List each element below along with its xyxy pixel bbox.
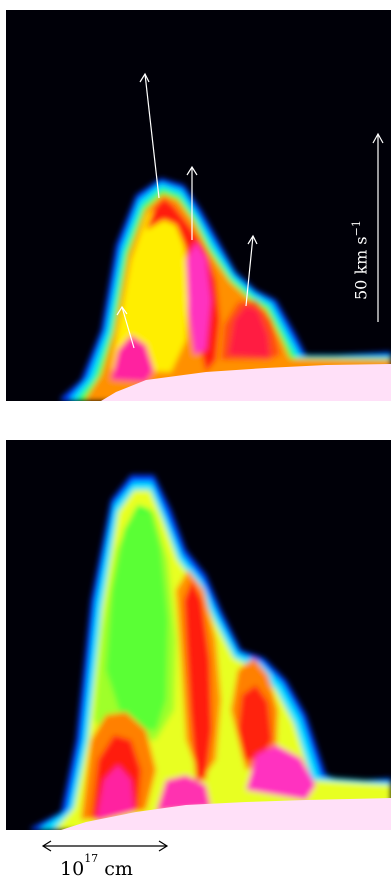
length-scale-unit: cm — [104, 858, 133, 880]
length-scale-exponent: 17 — [84, 852, 99, 865]
layer-magenta-left — [96, 765, 134, 822]
length-scale-left-head — [41, 840, 52, 852]
velocity-arrow-2-head — [139, 72, 150, 83]
bottom-image-panel — [6, 440, 391, 830]
velocity-arrow-1 — [121, 306, 135, 349]
velocity-scale-arrow-head — [372, 132, 384, 144]
layer-red-clump — [238, 685, 272, 760]
length-scale-caption: 1017 cm — [60, 852, 133, 880]
velocity-arrows — [116, 72, 384, 349]
floor-region — [101, 364, 391, 401]
velocity-scale-text: 50 km s — [351, 236, 371, 300]
clump-red-3 — [221, 300, 280, 360]
velocity-arrow-2 — [144, 73, 160, 199]
top-emission-layers — [61, 178, 391, 401]
length-scale-right-head — [158, 840, 169, 852]
layer-red-column — [184, 580, 212, 780]
bottom-emission-layers — [31, 475, 391, 830]
layer-yellow — [111, 200, 188, 372]
clump-magenta-2 — [186, 242, 211, 355]
layer-magenta-center — [156, 775, 211, 812]
layer-lightgreen — [94, 510, 176, 740]
clump-magenta-1 — [111, 335, 154, 382]
length-scale-bar — [41, 840, 169, 852]
velocity-arrow-4 — [245, 235, 254, 307]
top-emission-map — [61, 72, 391, 401]
floor-region-b — [61, 798, 391, 830]
velocity-scale-label: 50 km s−1 — [350, 220, 370, 300]
top-image-panel: 50 km s−1 — [6, 10, 391, 401]
length-scale-base: 10 — [60, 858, 85, 880]
velocity-arrow-3-head — [186, 165, 198, 176]
layer-magenta-right — [246, 745, 316, 800]
velocity-arrow-4-head — [247, 234, 258, 245]
bottom-emission-map — [31, 475, 391, 830]
velocity-scale-exponent: −1 — [350, 220, 363, 237]
velocity-arrow-1-head — [116, 305, 128, 316]
